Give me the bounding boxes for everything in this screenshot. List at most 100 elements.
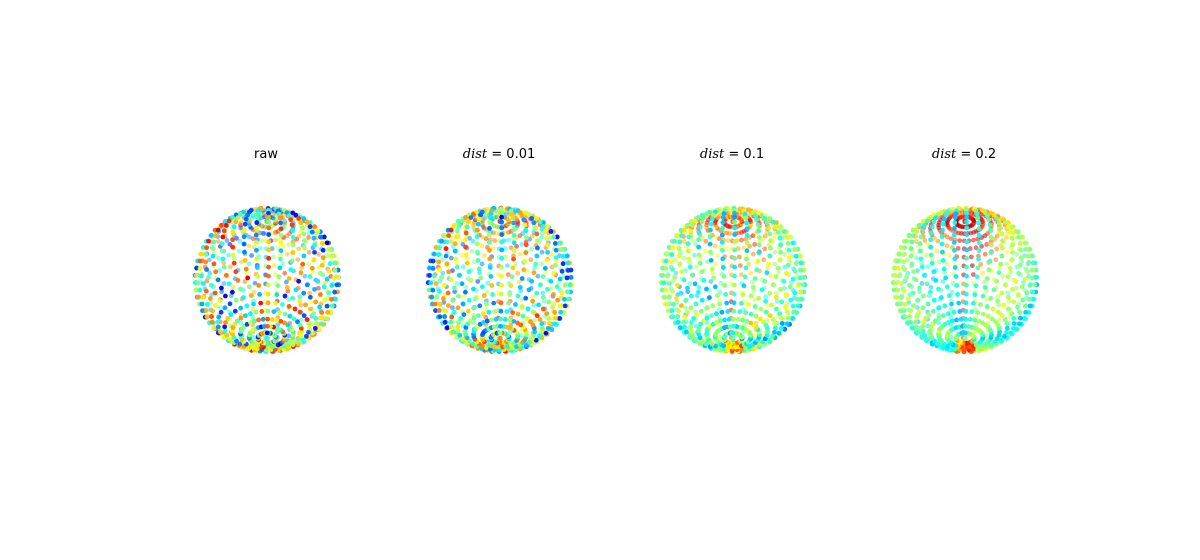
scatter-point <box>952 265 958 270</box>
scatter-point <box>462 289 468 295</box>
scatter-point <box>450 268 455 274</box>
scatter-point <box>229 215 235 220</box>
scatter-point <box>557 303 563 309</box>
scatter-point <box>688 293 694 299</box>
scatter-point <box>740 292 746 298</box>
scatter-point <box>466 297 472 303</box>
scatter-point <box>433 295 439 300</box>
scatter-point <box>673 270 679 276</box>
scatter-point <box>772 261 778 267</box>
scatter-point <box>194 273 199 278</box>
scatter-point <box>726 316 732 322</box>
scatter-point <box>1027 283 1033 288</box>
scatter-point <box>227 301 233 307</box>
scatter-point <box>287 313 293 319</box>
scatter-point <box>919 264 925 270</box>
scatter-point <box>437 267 443 272</box>
scatter-point <box>539 325 545 331</box>
panel-title-value: 0.1 <box>743 147 765 162</box>
scatter-point <box>949 301 954 307</box>
scatter-point <box>246 243 252 249</box>
scatter-point <box>536 302 541 308</box>
scatter-point <box>743 215 749 221</box>
scatter-point <box>296 278 302 284</box>
scatter-point <box>235 318 240 324</box>
scatter-point <box>286 213 292 219</box>
scatter-point <box>980 311 986 317</box>
scatter-point <box>721 274 727 279</box>
scatter-point <box>253 309 259 315</box>
scatter-point <box>454 228 460 234</box>
scatter-point <box>976 318 982 324</box>
scatter-point <box>564 253 570 259</box>
scatter-point <box>1005 274 1011 279</box>
scatter-point <box>787 284 793 290</box>
scatter-point <box>320 315 325 321</box>
scatter-point <box>762 216 768 221</box>
scatter-point <box>498 308 504 314</box>
scatter-point <box>786 315 791 321</box>
scatter-point <box>744 220 749 226</box>
scatter-point <box>921 223 927 228</box>
scatter-point <box>531 317 537 323</box>
scatter-point <box>217 298 223 303</box>
scatter-point <box>963 308 969 314</box>
scatter-point <box>559 268 565 274</box>
scatter-point <box>717 334 722 340</box>
scatter-point <box>519 304 525 309</box>
scatter-point <box>265 300 271 306</box>
scatter-point <box>701 277 707 283</box>
scatter-point <box>197 287 203 293</box>
scatter-point <box>683 268 688 274</box>
scatter-point <box>691 316 696 321</box>
scatter-point <box>237 341 243 347</box>
scatter-point <box>511 232 517 238</box>
scatter-point <box>892 265 897 271</box>
scatter-point <box>219 248 225 254</box>
scatter-point <box>554 259 559 264</box>
scatter-point <box>748 311 754 317</box>
scatter-point <box>986 217 992 223</box>
scatter-point <box>907 232 912 238</box>
scatter-point <box>251 289 257 295</box>
scatter-point <box>487 265 493 270</box>
scatter-point <box>676 308 682 314</box>
scatter-point <box>288 217 294 223</box>
scatter-point <box>778 224 783 229</box>
scatter-point <box>786 255 792 261</box>
scatter-point <box>439 257 445 263</box>
scatter-point <box>759 212 765 218</box>
scatter-point <box>715 253 720 258</box>
scatter-point <box>767 216 773 221</box>
scatter-point <box>426 287 432 293</box>
scatter-point <box>540 274 546 279</box>
scatter-point <box>445 303 451 308</box>
scatter-point <box>270 254 276 260</box>
scatter-point <box>1009 311 1015 316</box>
scatter-point <box>516 279 522 285</box>
scatter-point <box>743 236 749 242</box>
scatter-point <box>697 224 703 230</box>
scatter-point <box>913 227 919 233</box>
scatter-point <box>920 328 926 334</box>
scatter-point <box>761 257 767 263</box>
scatter-point <box>256 317 261 323</box>
scatter-point <box>311 235 317 241</box>
scatter-point <box>693 336 699 342</box>
scatter-point <box>486 309 492 315</box>
scatter-point <box>265 282 271 288</box>
scatter-point <box>735 316 741 322</box>
scatter-point <box>948 236 954 242</box>
scatter-point <box>922 332 928 338</box>
scatter-point <box>245 212 251 218</box>
scatter-point <box>801 275 807 280</box>
scatter-point <box>1019 234 1025 240</box>
scatter-point <box>290 228 296 234</box>
scatter-point <box>312 249 317 255</box>
scatter-point <box>717 289 723 295</box>
scatter-point <box>271 309 277 314</box>
scatter-point <box>920 305 926 311</box>
scatter-point <box>952 256 958 262</box>
scatter-point <box>478 212 484 218</box>
scatter-point <box>659 287 665 293</box>
